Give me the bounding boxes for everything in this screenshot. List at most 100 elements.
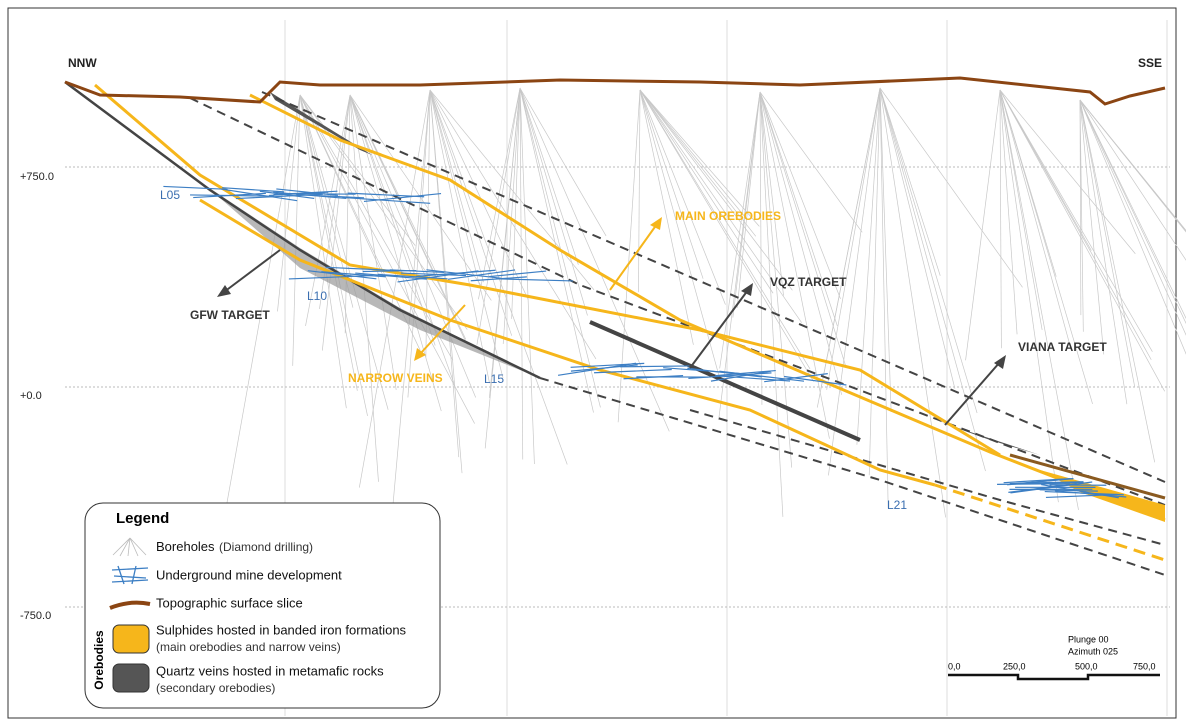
mine-development bbox=[163, 185, 1127, 499]
borehole bbox=[1079, 99, 1105, 355]
borehole bbox=[999, 89, 1136, 254]
drift bbox=[570, 364, 638, 372]
drift bbox=[389, 269, 445, 274]
drift bbox=[620, 365, 690, 368]
legend: Legend Boreholes (Diamond drilling) Unde… bbox=[84, 502, 441, 709]
legend-label: Sulphides hosted in banded iron formatio… bbox=[156, 622, 407, 637]
borehole bbox=[759, 91, 793, 468]
legend-note: (main orebodies and narrow veins) bbox=[156, 640, 341, 654]
borehole bbox=[299, 94, 389, 410]
drift bbox=[764, 373, 828, 383]
drift bbox=[326, 266, 391, 271]
borehole bbox=[879, 87, 889, 509]
borehole bbox=[879, 87, 978, 414]
borehole bbox=[519, 87, 594, 413]
drift bbox=[400, 272, 466, 277]
borehole bbox=[879, 87, 956, 389]
legend-label: Underground mine development bbox=[156, 567, 342, 582]
drift bbox=[570, 362, 645, 368]
azimuth: Azimuth 025 bbox=[1068, 646, 1118, 656]
borehole bbox=[1079, 99, 1186, 325]
borehole bbox=[1079, 99, 1128, 405]
borehole bbox=[349, 94, 439, 278]
drift bbox=[355, 272, 427, 280]
scale-tick: 250,0 bbox=[1003, 661, 1026, 671]
legend-swatch bbox=[112, 663, 150, 693]
drift bbox=[1007, 477, 1073, 486]
borehole bbox=[407, 89, 431, 398]
borehole bbox=[1079, 99, 1135, 387]
borehole bbox=[299, 94, 421, 351]
borehole bbox=[429, 89, 597, 360]
level-label: L05 bbox=[160, 188, 180, 202]
legend-label: Topographic surface slice bbox=[156, 595, 303, 610]
borehole bbox=[299, 94, 454, 361]
borehole bbox=[429, 89, 484, 283]
borehole bbox=[429, 89, 529, 300]
borehole bbox=[639, 89, 726, 305]
geology bbox=[64, 76, 1166, 576]
legend-swatch bbox=[111, 565, 149, 585]
borehole bbox=[868, 87, 881, 476]
borehole bbox=[349, 94, 397, 390]
drift bbox=[342, 196, 431, 204]
drift bbox=[163, 185, 228, 190]
borehole bbox=[519, 87, 535, 465]
borehole bbox=[999, 89, 1093, 405]
borehole bbox=[519, 87, 607, 237]
borehole bbox=[759, 91, 784, 517]
drift bbox=[495, 278, 573, 282]
borehole bbox=[999, 89, 1018, 335]
borehole bbox=[225, 94, 301, 512]
drift bbox=[307, 270, 377, 280]
borehole bbox=[820, 87, 881, 390]
legend-item: Boreholes (Diamond drilling) bbox=[156, 539, 313, 556]
borehole bbox=[1079, 99, 1084, 332]
borehole bbox=[639, 89, 814, 382]
borehole bbox=[732, 91, 761, 318]
borehole bbox=[639, 89, 793, 291]
drift bbox=[1045, 493, 1118, 499]
borehole bbox=[639, 89, 811, 370]
drift bbox=[273, 191, 347, 200]
level-label: L15 bbox=[484, 372, 504, 386]
borehole bbox=[519, 87, 670, 432]
borehole bbox=[344, 94, 351, 334]
borehole bbox=[999, 89, 1153, 352]
borehole bbox=[305, 94, 351, 327]
borehole bbox=[639, 89, 760, 227]
borehole bbox=[639, 89, 774, 294]
borehole bbox=[425, 89, 431, 358]
drift bbox=[447, 269, 516, 280]
borehole bbox=[639, 89, 757, 237]
elevation: -750.0 bbox=[20, 610, 51, 622]
arrows bbox=[217, 217, 1006, 426]
borehole bbox=[879, 87, 1023, 288]
borehole bbox=[1079, 99, 1186, 232]
borehole bbox=[759, 91, 784, 296]
borehole bbox=[1079, 99, 1082, 316]
target-label: GFW TARGET bbox=[190, 308, 270, 322]
scale-tick: 750,0 bbox=[1133, 661, 1156, 671]
direction-left: NNW bbox=[68, 56, 97, 70]
plunge: Plunge 00 bbox=[1068, 634, 1109, 644]
drift bbox=[363, 192, 442, 203]
borehole bbox=[484, 87, 521, 449]
borehole bbox=[511, 87, 521, 319]
borehole bbox=[639, 89, 704, 279]
borehole bbox=[719, 91, 761, 369]
borehole bbox=[639, 89, 802, 323]
legend-box bbox=[84, 502, 441, 709]
borehole bbox=[299, 94, 416, 246]
legend-title: Legend bbox=[116, 510, 169, 527]
borehole bbox=[879, 87, 986, 472]
target-label: VQZ TARGET bbox=[770, 275, 847, 289]
drift bbox=[710, 370, 771, 382]
direction-right: SSE bbox=[1138, 56, 1162, 70]
target-label: MAIN OREBODIES bbox=[675, 209, 781, 223]
drift bbox=[426, 269, 501, 279]
legend-note: (Diamond drilling) bbox=[219, 540, 313, 554]
borehole bbox=[519, 87, 588, 316]
drift bbox=[594, 368, 672, 374]
drift bbox=[193, 192, 266, 199]
